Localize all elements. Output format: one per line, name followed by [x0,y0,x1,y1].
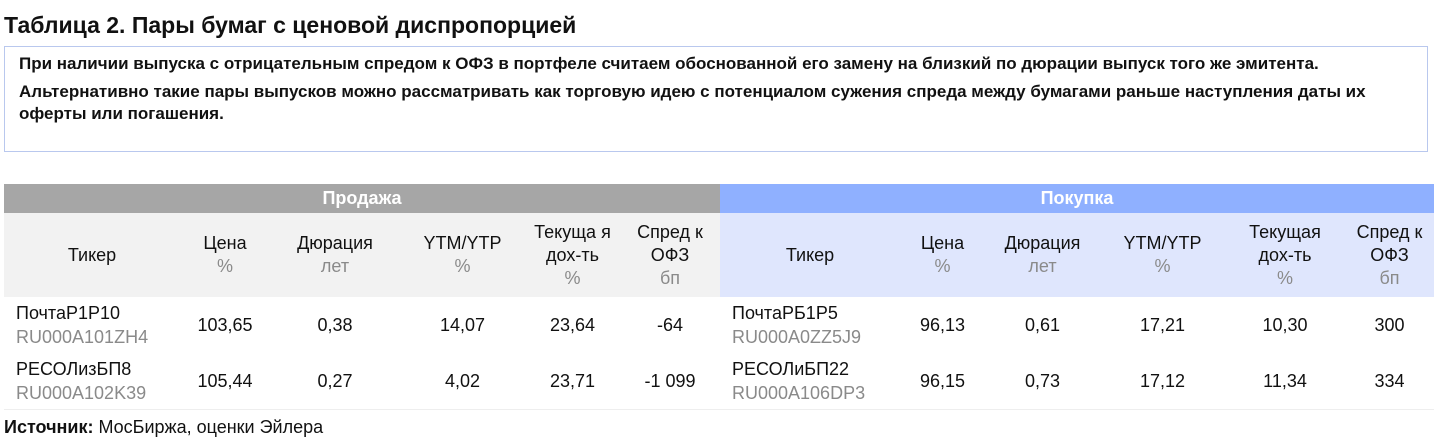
column-label: Текущая дох-ть [1249,221,1321,265]
column-label: YTM/YTP [423,233,502,253]
column-header: Спред к ОФЗ бп [1345,213,1434,297]
spread-cell: -64 [656,314,683,335]
column-label: Цена [920,233,965,253]
price-cell: 103,65 [197,314,253,335]
spread-cell: 300 [1374,314,1405,335]
note-paragraph: При наличии выпуска с отрицательным спре… [19,54,1319,73]
current-cell: 11,34 [1225,353,1345,410]
column-label: Тикер [67,244,117,265]
column-label: Цена [203,233,247,253]
table-title: Таблица 2. Пары бумаг с ценовой диспропо… [4,12,577,38]
isin: RU000A102K39 [16,383,147,403]
column-unit: % [934,256,951,276]
ticker-cell: ПочтаРБ1Р5 RU000A0ZZ5J9 [720,297,900,353]
table-row: ПочтаР1Р10 RU000A101ZH4 103,65 0,38 14,07 23,… [4,297,1434,353]
note-box: При наличии выпуска с отрицательным спре… [4,46,1428,152]
column-unit: % [1154,256,1171,276]
ticker: ПочтаРБ1Р5 [732,303,838,323]
ticker-cell: РЕСОЛиБП22 RU000A106DP3 [720,353,900,410]
duration-cell: 0,27 [270,353,400,410]
source-note: Источник: МосБиржа, оценки Эйлера [4,417,323,438]
column-unit: % [564,267,581,288]
column-unit: лет [1028,256,1057,276]
group-sell: Продажа [4,184,720,213]
column-label: Дюрация [297,233,373,253]
note-paragraph: Альтернативно такие пары выпусков можно … [19,82,1366,123]
column-header: Текуща я дох-ть% [525,213,620,297]
column-label: Тикер [785,244,835,265]
ticker-cell: ПочтаР1Р10 RU000A101ZH4 [4,297,180,353]
pairs-table: Продажа Покупка Тикер Цена% Дюрация лет YTM/… [4,184,1434,410]
duration-cell: 0,73 [985,353,1100,410]
column-header: Тикер [4,213,180,297]
column-header: Дюрация лет [985,213,1100,297]
column-unit: бп [1379,267,1400,288]
column-header: Спред к ОФЗ бп [620,213,720,297]
column-unit: % [216,256,233,276]
column-label: YTM/YTP [1123,233,1202,253]
ticker: РЕСОЛизБП8 [16,359,132,379]
column-label: Спред к ОФЗ [637,221,703,265]
column-label: Дюрация [1004,233,1081,253]
isin: RU000A101ZH4 [16,327,149,347]
ytm-cell: 17,21 [1139,314,1186,335]
column-header: YTM/YTP% [1100,213,1225,297]
source-text: МосБиржа, оценки Эйлера [93,417,324,437]
price-cell: 96,13 [919,314,966,335]
price-cell: 105,44 [180,353,270,410]
isin: RU000A106DP3 [732,383,866,403]
column-header: YTM/YTP% [400,213,525,297]
spread-cell: -1 099 [620,353,720,410]
duration-cell: 0,38 [317,314,353,335]
ytm-cell: 4,02 [400,353,525,410]
column-header: Цена% [900,213,985,297]
column-header: Дюрация лет [270,213,400,297]
current-cell: 10,30 [1262,314,1308,335]
price-cell: 96,15 [900,353,985,410]
column-unit: % [1276,267,1293,288]
column-unit: лет [320,256,350,276]
column-unit: % [454,256,471,276]
current-cell: 23,71 [525,353,620,410]
current-cell: 23,64 [549,314,596,335]
ytm-cell: 17,12 [1100,353,1225,410]
column-header: Текущая дох-ть% [1225,213,1345,297]
spread-cell: 334 [1345,353,1434,410]
table-row: РЕСОЛизБП8 RU000A102K39 105,44 0,27 4,02 23,7… [4,353,1434,410]
group-buy: Покупка [720,184,1434,213]
column-label: Текуща я дох-ть [534,221,611,265]
ticker: ПочтаР1Р10 [16,303,121,323]
ytm-cell: 14,07 [439,314,486,335]
column-label: Спред к ОФЗ [1356,221,1423,265]
column-header: Тикер [720,213,900,297]
isin: RU000A0ZZ5J9 [732,327,862,347]
column-unit: бп [659,267,681,288]
ticker: РЕСОЛиБП22 [732,359,850,379]
ticker-cell: РЕСОЛизБП8 RU000A102K39 [4,353,180,410]
duration-cell: 0,61 [1024,314,1061,335]
column-header: Цена% [180,213,270,297]
source-label: Источник: [4,417,94,437]
